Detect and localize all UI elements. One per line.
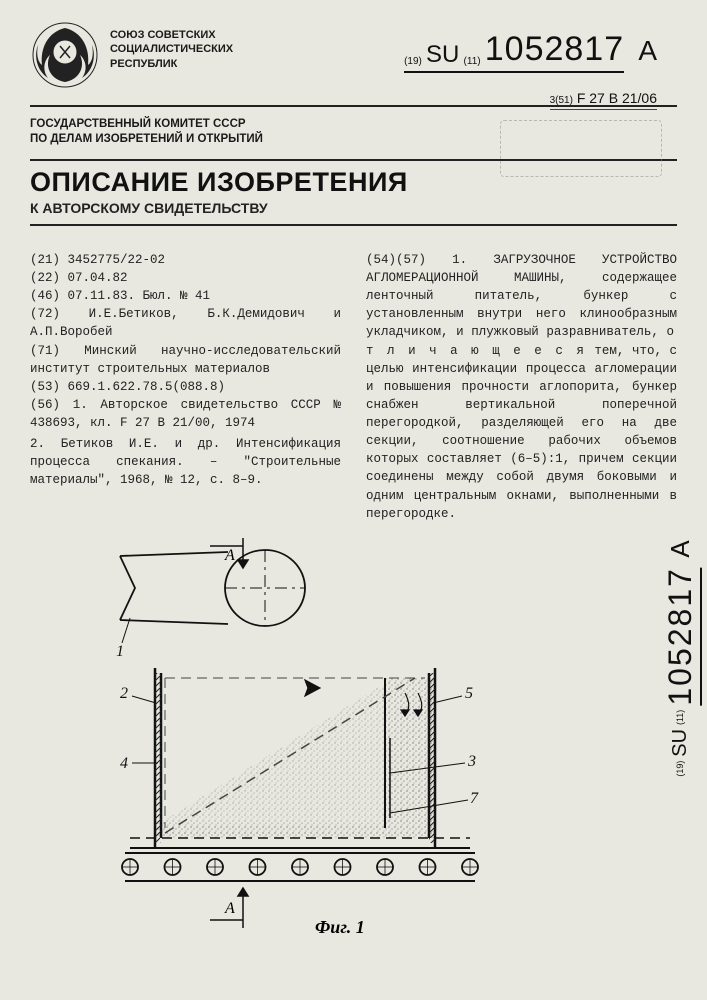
biblio-right-column: (54)(57) 1. ЗАГРУЗОЧНОЕ УСТРОЙСТВО АГЛОМ… [366, 251, 677, 523]
svg-text:2: 2 [120, 685, 128, 702]
patent-number: (19) SU (11) 1052817 A [404, 30, 657, 73]
figure-label: Фиг. 1 [315, 917, 365, 937]
biblio-field: (56) 1. Авторское свидетельство СССР № 4… [30, 396, 341, 432]
ipc-prefix: 3(51) [550, 95, 573, 106]
biblio-left-column: (21) 3452775/22-02 (22) 07.04.82 (46) 07… [30, 251, 341, 523]
ipc-code: F 27 B 21/06 [577, 90, 657, 106]
abstract-part1: (54)(57) 1. ЗАГРУЗОЧНОЕ УСТРОЙСТВО АГЛОМ… [366, 253, 677, 340]
svg-text:3: 3 [467, 753, 476, 770]
sn-kind: A [665, 540, 695, 557]
title-sub: К АВТОРСКОМУ СВИДЕТЕЛЬСТВУ [30, 200, 677, 216]
patent-page: СОЮЗ СОВЕТСКИХ СОЦИАЛИСТИЧЕСКИХ РЕСПУБЛИ… [0, 0, 707, 1000]
figure-drawing: А [70, 538, 500, 938]
biblio-field: (71) Минский научно-исследовательский ин… [30, 342, 341, 378]
union-line: СОЮЗ СОВЕТСКИХ [110, 28, 233, 42]
union-line: РЕСПУБЛИК [110, 57, 233, 71]
stamp-frame [500, 120, 662, 177]
pn-number: 1052817 [485, 30, 624, 68]
abstract-part2: тем, что, с целью интенсификации процесс… [366, 344, 677, 521]
sn-country: SU [669, 729, 691, 757]
bibliographic-columns: (21) 3452775/22-02 (22) 07.04.82 (46) 07… [30, 251, 677, 523]
union-text: СОЮЗ СОВЕТСКИХ СОЦИАЛИСТИЧЕСКИХ РЕСПУБЛИ… [110, 20, 233, 71]
pn-prefix19: (19) [404, 56, 422, 67]
pn-country: SU [426, 41, 459, 68]
section-mark-bottom: А [224, 900, 235, 917]
sn-number: 1052817 [662, 567, 702, 706]
figure-area: А [30, 538, 677, 948]
pn-prefix11: (11) [464, 56, 481, 67]
pn-kind: A [638, 35, 657, 66]
sn-prefix11: (11) [675, 710, 685, 725]
biblio-field: (72) И.Е.Бетиков, Б.К.Демидович и А.П.Во… [30, 305, 341, 341]
ipc-classification: 3(51) F 27 B 21/06 [550, 90, 657, 110]
biblio-field: (46) 07.11.83. Бюл. № 41 [30, 287, 341, 305]
svg-text:1: 1 [116, 643, 124, 660]
union-line: СОЦИАЛИСТИЧЕСКИХ [110, 42, 233, 56]
biblio-field: (22) 07.04.82 [30, 269, 341, 287]
spine-number: (19) SU (11) 1052817 A [662, 540, 699, 777]
svg-text:4: 4 [120, 755, 128, 772]
ussr-emblem-icon [30, 20, 100, 90]
sn-prefix19: (19) [675, 761, 685, 777]
biblio-field: 2. Бетиков И.Е. и др. Интенсификация про… [30, 435, 341, 489]
section-mark-top: А [224, 547, 235, 564]
biblio-field: (53) 669.1.622.78.5(088.8) [30, 378, 341, 396]
biblio-field: (21) 3452775/22-02 [30, 251, 341, 269]
svg-text:5: 5 [465, 685, 473, 702]
svg-text:7: 7 [470, 790, 479, 807]
